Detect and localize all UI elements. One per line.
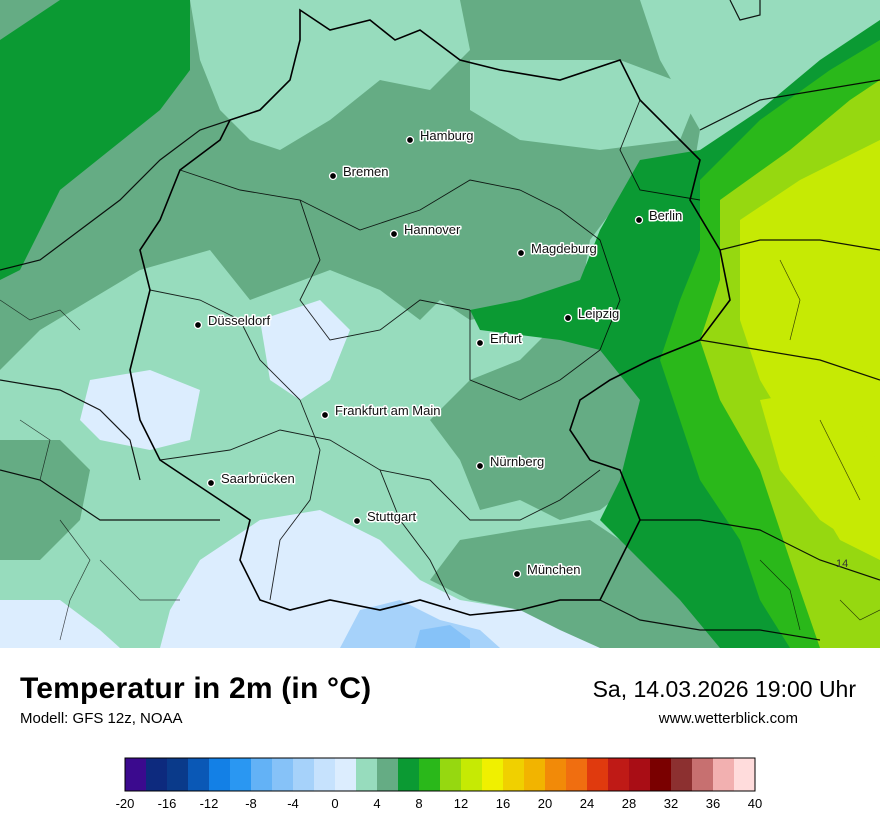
legend-tick-label: 8 bbox=[415, 796, 422, 811]
city-magdeburg: Magdeburg bbox=[516, 240, 598, 258]
city-hannover: Hannover bbox=[389, 221, 463, 239]
legend-tick-label: 12 bbox=[454, 796, 468, 811]
legend-tick-label: -8 bbox=[245, 796, 257, 811]
temp-zone-0-2-southwest bbox=[0, 600, 120, 648]
legend-swatch bbox=[650, 758, 672, 791]
legend-swatch bbox=[671, 758, 693, 791]
legend-swatch bbox=[209, 758, 231, 791]
germany-border bbox=[129, 8, 731, 616]
city-leipzig: Leipzig bbox=[563, 305, 621, 323]
svg-text:München: München bbox=[527, 562, 580, 577]
map-title: Temperatur in 2m (in °C) bbox=[20, 672, 372, 705]
temp-zone-0-2-central bbox=[260, 300, 350, 400]
legend-swatch bbox=[146, 758, 168, 791]
legend-swatch bbox=[398, 758, 420, 791]
temp-zone-4-6-southeast bbox=[430, 520, 720, 648]
city-duesseldorf: Düsseldorf bbox=[193, 312, 272, 330]
city-saarbruecken: Saarbrücken bbox=[206, 470, 296, 488]
legend-swatch bbox=[713, 758, 735, 791]
temperature-map: Hamburg Bremen Hannover Berlin Magdeburg… bbox=[0, 0, 880, 648]
legend-swatch bbox=[419, 758, 441, 791]
legend-swatch bbox=[230, 758, 252, 791]
legend-tick-label: 0 bbox=[331, 796, 338, 811]
footer: Temperatur in 2m (in °C) Modell: GFS 12z… bbox=[0, 648, 880, 830]
svg-text:Leipzig: Leipzig bbox=[578, 306, 619, 321]
city-berlin: Berlin bbox=[634, 207, 684, 225]
temp-zone-12-14-southeast bbox=[760, 390, 880, 560]
website-link[interactable]: www.wetterblick.com bbox=[658, 710, 798, 727]
legend-swatch bbox=[251, 758, 273, 791]
legend-border bbox=[124, 757, 756, 792]
legend-tick-label: -12 bbox=[200, 796, 219, 811]
legend-tick-label: 36 bbox=[706, 796, 720, 811]
forecast-datetime: Sa, 14.03.2026 19:00 Uhr bbox=[592, 676, 856, 702]
legend-tick-label: 16 bbox=[496, 796, 510, 811]
legend-tick-label: -16 bbox=[158, 796, 177, 811]
svg-text:Hamburg: Hamburg bbox=[420, 128, 473, 143]
city-hamburg: Hamburg bbox=[405, 127, 475, 145]
legend-swatch bbox=[377, 758, 399, 791]
legend-tick-label: 40 bbox=[748, 796, 762, 811]
city-erfurt: Erfurt bbox=[475, 330, 524, 348]
legend-swatch bbox=[524, 758, 546, 791]
city-bremen: Bremen bbox=[328, 163, 390, 181]
legend-tick-label: 32 bbox=[664, 796, 678, 811]
svg-text:Frankfurt am Main: Frankfurt am Main bbox=[335, 403, 440, 418]
svg-text:Magdeburg: Magdeburg bbox=[531, 241, 597, 256]
svg-text:Saarbrücken: Saarbrücken bbox=[221, 471, 295, 486]
svg-text:Berlin: Berlin bbox=[649, 208, 682, 223]
svg-text:Hannover: Hannover bbox=[404, 222, 461, 237]
legend-swatch bbox=[587, 758, 609, 791]
legend-tick-label: 4 bbox=[373, 796, 380, 811]
temp-zone-4-6-east bbox=[430, 320, 660, 520]
legend-swatch bbox=[125, 758, 147, 791]
legend-swatch bbox=[692, 758, 714, 791]
color-legend: -20 -16 -12 -8 -4 0 4 8 12 16 20 24 28 32 36 40 bbox=[0, 754, 880, 824]
baltic-cool bbox=[470, 60, 700, 150]
temp-zone-0-2-west bbox=[80, 370, 200, 450]
legend-swatch bbox=[734, 758, 756, 791]
legend-swatch bbox=[188, 758, 210, 791]
legend-swatch bbox=[293, 758, 315, 791]
legend-swatch bbox=[314, 758, 336, 791]
legend-swatch bbox=[503, 758, 525, 791]
legend-swatch bbox=[272, 758, 294, 791]
city-muenchen: München bbox=[512, 561, 582, 579]
legend-swatch bbox=[167, 758, 189, 791]
temp-zone-neg4-neg2-alps bbox=[415, 625, 470, 648]
legend-tick-label: -20 bbox=[116, 796, 135, 811]
city-nuernberg: Nürnberg bbox=[475, 453, 546, 471]
svg-text:Bremen: Bremen bbox=[343, 164, 389, 179]
legend-swatch bbox=[482, 758, 504, 791]
city-frankfurt: Frankfurt am Main bbox=[320, 402, 442, 420]
model-source: Modell: GFS 12z, NOAA bbox=[20, 710, 183, 727]
legend-swatch bbox=[566, 758, 588, 791]
svg-text:Stuttgart: Stuttgart bbox=[367, 509, 417, 524]
legend-swatch bbox=[545, 758, 567, 791]
legend-swatch bbox=[608, 758, 630, 791]
legend-swatch bbox=[440, 758, 462, 791]
temp-zone-6-8-northwest bbox=[0, 0, 190, 280]
legend-swatch bbox=[461, 758, 483, 791]
legend-tick-label: 28 bbox=[622, 796, 636, 811]
legend-swatch bbox=[356, 758, 378, 791]
legend-swatch bbox=[629, 758, 651, 791]
map-value-label: 14 bbox=[836, 558, 848, 570]
city-stuttgart: Stuttgart bbox=[352, 508, 418, 526]
legend-tick-label: 24 bbox=[580, 796, 594, 811]
svg-text:Düsseldorf: Düsseldorf bbox=[208, 313, 271, 328]
legend-swatch bbox=[335, 758, 357, 791]
legend-tick-label: 20 bbox=[538, 796, 552, 811]
svg-text:Nürnberg: Nürnberg bbox=[490, 454, 544, 469]
svg-text:Erfurt: Erfurt bbox=[490, 331, 522, 346]
legend-tick-label: -4 bbox=[287, 796, 299, 811]
